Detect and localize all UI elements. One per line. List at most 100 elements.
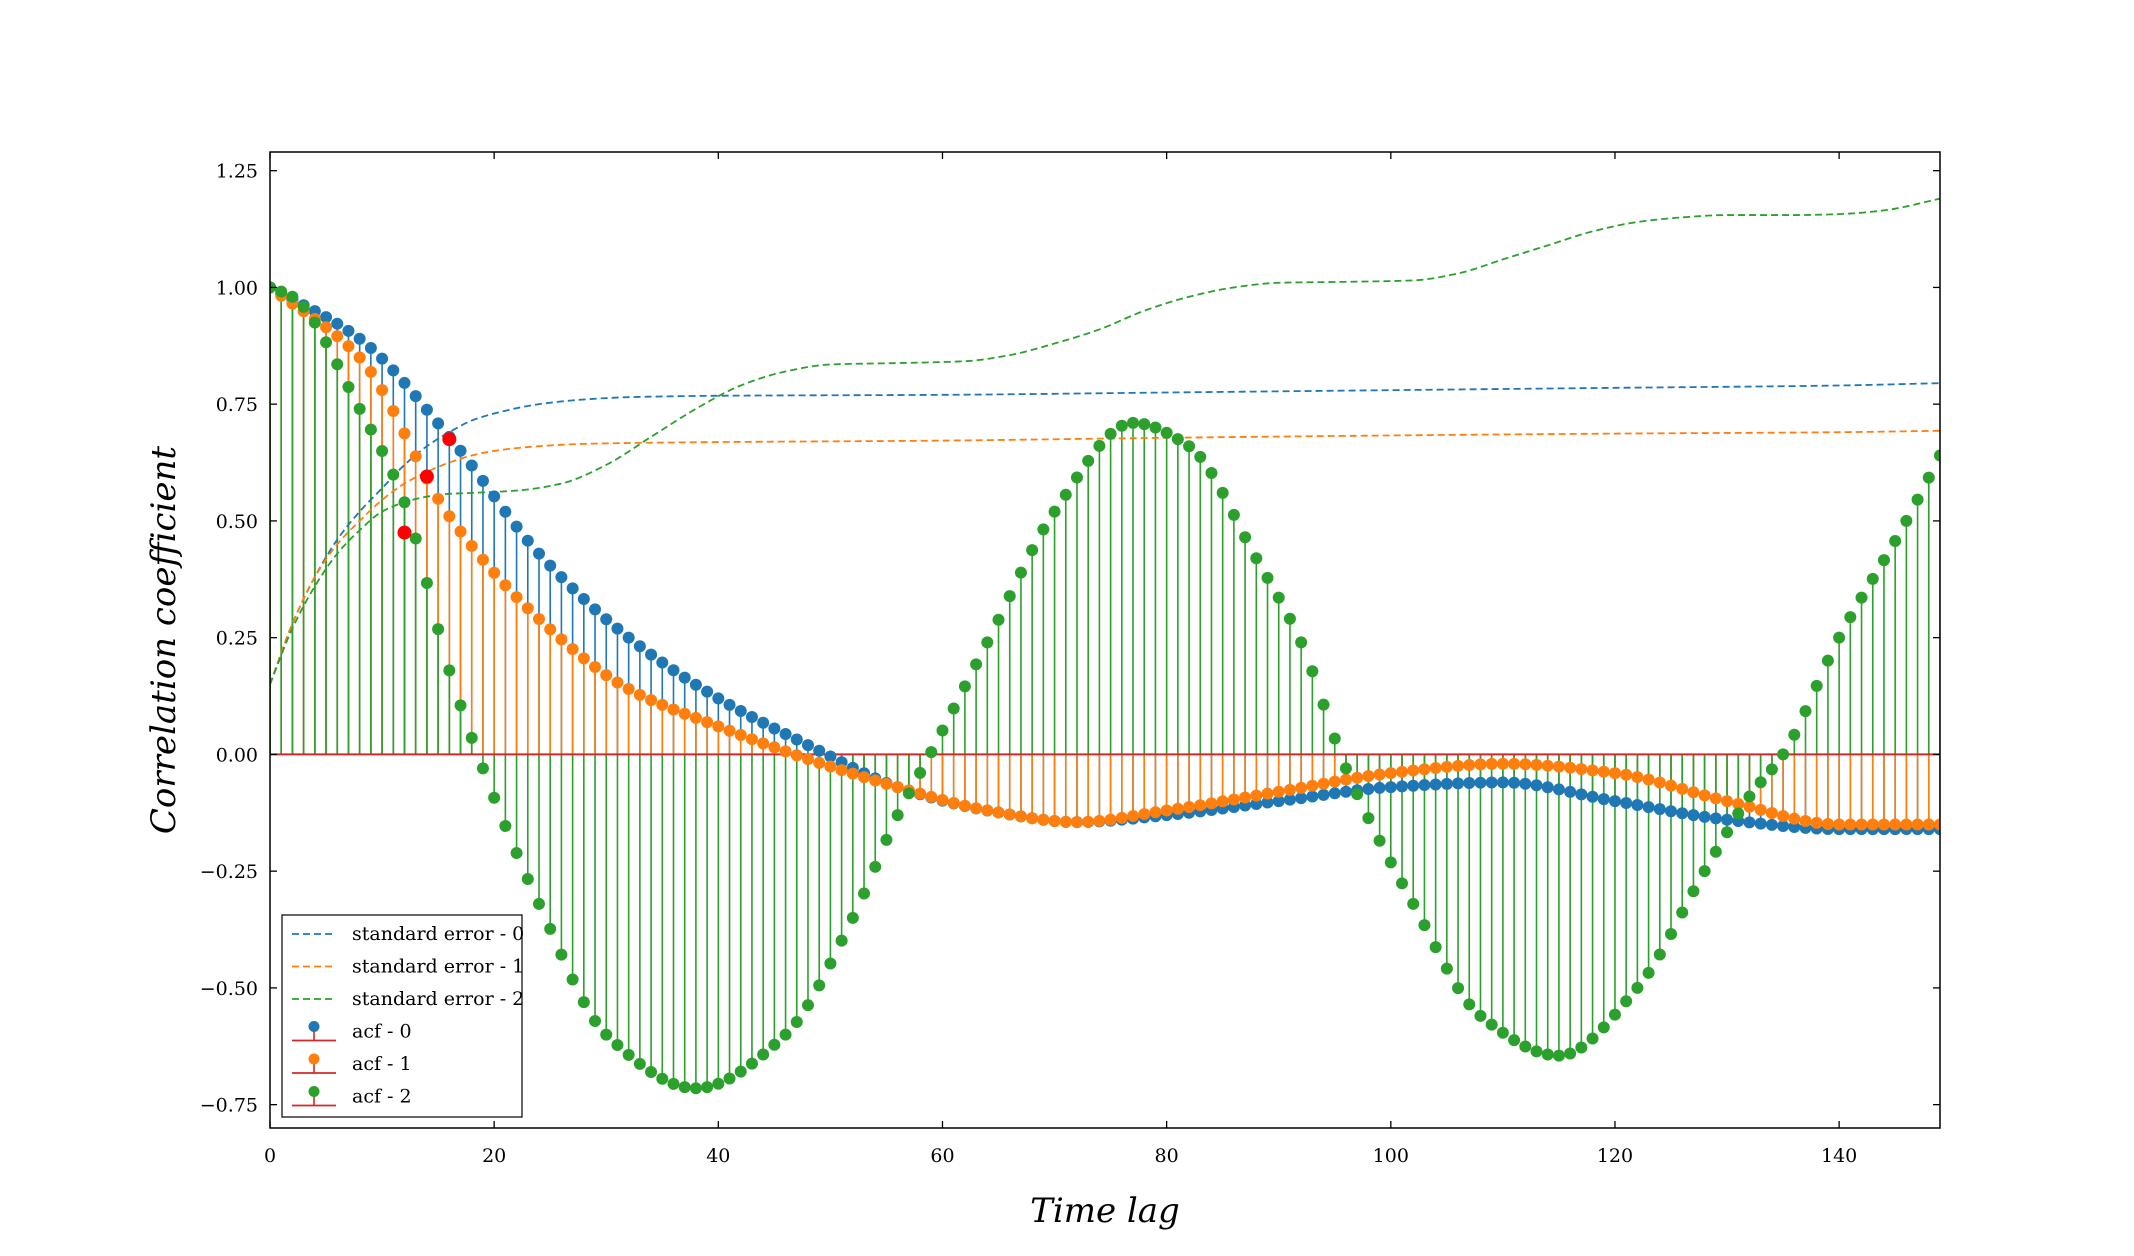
stem-marker xyxy=(1452,759,1465,772)
stem-marker xyxy=(398,496,411,509)
stem-marker xyxy=(1295,792,1308,805)
stem-marker xyxy=(734,1065,747,1078)
stem-marker xyxy=(1519,777,1532,790)
stem-marker xyxy=(1396,765,1409,778)
stem-markers xyxy=(270,281,1940,1095)
stem-marker xyxy=(1676,782,1689,795)
stem-marker xyxy=(443,664,456,677)
stem-marker xyxy=(1687,885,1700,898)
stem-marker xyxy=(1508,757,1521,770)
stem-marker xyxy=(947,797,960,810)
stem-marker xyxy=(1642,801,1655,814)
stem-marker xyxy=(656,698,669,711)
legend-item-5: acf - 2 xyxy=(292,1086,412,1108)
legend-label: acf - 0 xyxy=(352,1021,412,1043)
stem-marker xyxy=(1082,454,1095,467)
stem-marker xyxy=(914,766,927,779)
stem-marker xyxy=(1463,758,1476,771)
stem-marker xyxy=(1877,818,1890,831)
legend-item-4: acf - 1 xyxy=(292,1053,412,1075)
legend-frame xyxy=(281,914,523,1118)
stem-marker xyxy=(1642,773,1655,786)
stem-marker xyxy=(1037,813,1050,826)
stem-marker xyxy=(465,459,478,472)
stem-marker xyxy=(689,1082,702,1095)
stem-marker xyxy=(1429,762,1442,775)
stem-marker xyxy=(1721,826,1734,839)
stem-marker xyxy=(488,566,501,579)
legend-label: standard error - 1 xyxy=(352,956,524,978)
stem-marker xyxy=(409,532,422,545)
stem-marker xyxy=(1115,419,1128,432)
stem-marker xyxy=(454,699,467,712)
stem-marker xyxy=(622,683,635,696)
x-tick-label: 20 xyxy=(482,1145,506,1167)
stem-marker xyxy=(1003,590,1016,603)
stem-marker xyxy=(499,579,512,592)
stem-marker xyxy=(566,973,579,986)
x-tick-label: 80 xyxy=(1155,1145,1179,1167)
stem-marker xyxy=(1620,768,1633,781)
highlight-point xyxy=(419,469,434,484)
stem-marker xyxy=(398,427,411,440)
stem-marker xyxy=(779,745,792,758)
y-tick-label: 0.00 xyxy=(216,744,258,766)
stem-marker xyxy=(532,612,545,625)
stem-marker xyxy=(589,1014,602,1027)
stem-marker xyxy=(970,802,983,815)
stem-marker xyxy=(1777,820,1790,833)
stem-marker xyxy=(320,321,333,334)
stem-marker xyxy=(1698,810,1711,823)
stem-marker xyxy=(622,1048,635,1061)
stem-marker xyxy=(387,364,400,377)
stem-marker xyxy=(813,979,826,992)
stem-marker xyxy=(633,688,646,701)
stem-marker xyxy=(1810,816,1823,829)
stem-marker xyxy=(1127,416,1140,429)
stem-marker xyxy=(1833,631,1846,644)
stem-marker xyxy=(1306,779,1319,792)
stem-marker xyxy=(1900,818,1913,831)
stem-marker xyxy=(409,450,422,463)
stem-marker xyxy=(745,710,758,723)
stem-marker xyxy=(1216,486,1229,499)
stem-marker xyxy=(1496,757,1509,770)
stem-marker xyxy=(701,716,714,729)
stem-marker xyxy=(566,643,579,656)
stem-marker xyxy=(1485,1018,1498,1031)
stem-marker xyxy=(1934,449,1940,462)
stem-marker xyxy=(499,819,512,832)
stem-marker xyxy=(1631,799,1644,812)
stem-marker xyxy=(712,720,725,733)
stem-marker xyxy=(1665,928,1678,941)
stem-marker xyxy=(1306,665,1319,678)
stem-marker xyxy=(1911,493,1924,506)
stem-marker xyxy=(1586,764,1599,777)
stem-marker xyxy=(1373,768,1386,781)
stem-marker xyxy=(1407,779,1420,792)
stem-marker xyxy=(544,623,557,636)
y-tick-label: −0.50 xyxy=(200,978,258,1000)
stem-marker xyxy=(1183,440,1196,453)
stem-marker xyxy=(1552,760,1565,773)
stem-marker xyxy=(488,490,501,503)
stem-marker xyxy=(1530,779,1543,792)
stem-marker xyxy=(1283,612,1296,625)
stem-marker xyxy=(678,707,691,720)
stem-marker xyxy=(555,948,568,961)
stem-marker xyxy=(992,806,1005,819)
y-tick-label: −0.75 xyxy=(200,1095,258,1117)
stem-marker xyxy=(510,520,523,533)
stem-marker xyxy=(1205,466,1218,479)
highlight-point xyxy=(442,432,457,447)
stem-marker xyxy=(701,685,714,698)
stem-series-2 xyxy=(270,287,1940,1089)
stem-marker xyxy=(1463,776,1476,789)
stem-marker xyxy=(499,505,512,518)
y-tick-label: −0.25 xyxy=(200,861,258,883)
stem-marker xyxy=(1127,810,1140,823)
stem-marker xyxy=(376,384,389,397)
stem-marker xyxy=(1765,818,1778,831)
stem-marker xyxy=(1900,514,1913,527)
stem-marker xyxy=(364,365,377,378)
